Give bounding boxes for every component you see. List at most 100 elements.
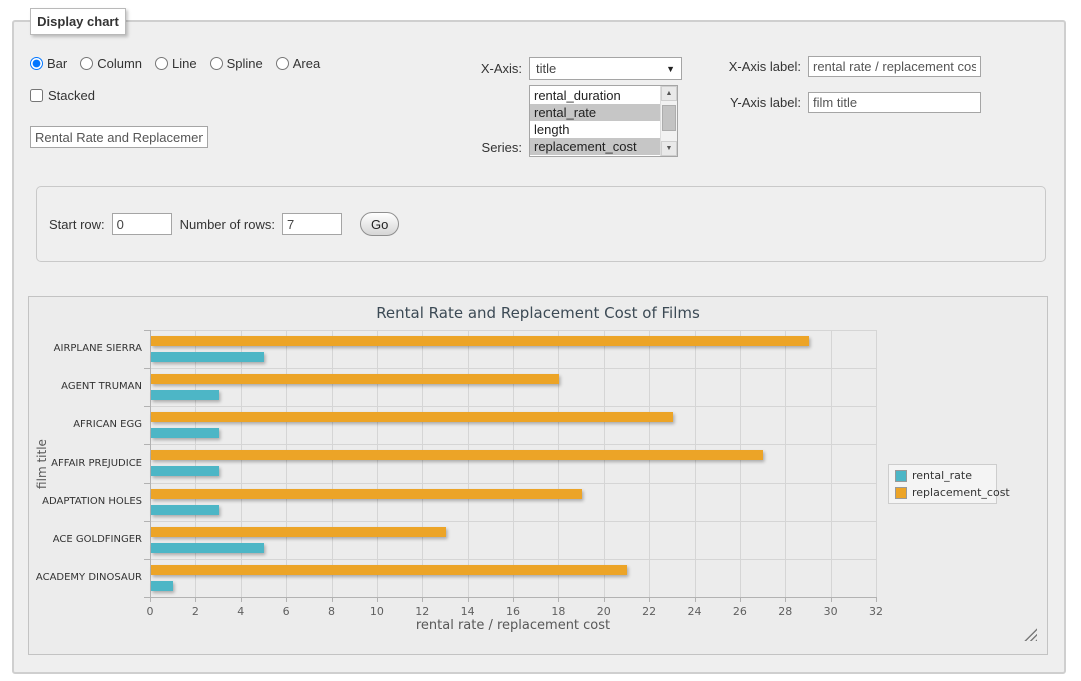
gridline-horizontal [150, 444, 876, 445]
series-multiselect[interactable]: rental_duration rental_rate length replacem… [529, 85, 678, 157]
x-tick-label: 24 [687, 605, 702, 618]
y-axis-tick [144, 368, 150, 369]
x-tick-label: 12 [415, 605, 430, 618]
radio-area[interactable] [275, 57, 289, 70]
legend-item-replacement_cost[interactable]: replacement_cost [895, 486, 1010, 499]
x-tick-label: 0 [146, 605, 154, 618]
scrollbar-thumb[interactable] [662, 105, 676, 131]
y-axis-tick [144, 406, 150, 407]
chart-type-option-area[interactable]: Area [275, 56, 321, 71]
x-axis-tick [513, 597, 514, 602]
bar-replacement_cost [151, 374, 559, 384]
gridline-horizontal [150, 330, 876, 331]
legend-item-rental_rate[interactable]: rental_rate [895, 469, 990, 482]
gridline-vertical [558, 330, 560, 597]
panel-legend: Display chart [30, 8, 126, 35]
y-axis-tick [144, 597, 150, 598]
category-label: AFFAIR PREJUDICE [51, 458, 142, 469]
bar-replacement_cost [151, 489, 582, 499]
gridline-vertical [876, 330, 877, 597]
series-label: Series: [481, 140, 522, 155]
x-tick-label: 16 [506, 605, 520, 618]
radio-line[interactable] [155, 57, 169, 70]
y-axis-label-row: Y-Axis label: [714, 92, 981, 113]
bar-replacement_cost [151, 336, 809, 346]
scroll-up-icon[interactable]: ▲ [661, 86, 677, 101]
y-axis-title: film title [35, 439, 49, 489]
category-label: AGENT TRUMAN [61, 381, 142, 392]
x-tick-label: 4 [237, 605, 245, 618]
category-label: ACADEMY DINOSAUR [35, 572, 142, 583]
series-option-rental_rate[interactable]: rental_rate [530, 104, 660, 121]
x-tick-label: 14 [460, 605, 475, 618]
bar-rental_rate [151, 581, 173, 591]
num-rows-label: Number of rows: [179, 216, 275, 232]
stacked-checkbox[interactable] [30, 89, 43, 102]
legend-label: replacement_cost [912, 486, 1010, 499]
chart-title-input[interactable] [30, 126, 208, 148]
start-row-input[interactable] [111, 213, 172, 235]
category-label: ACE GOLDFINGER [52, 534, 142, 545]
x-tick-label: 26 [732, 605, 747, 618]
radio-label: Area [292, 56, 321, 71]
gridline-vertical [739, 330, 741, 597]
x-axis-tick [195, 597, 197, 602]
x-axis-tick [558, 597, 560, 602]
category-label: AIRPLANE SIERRA [53, 343, 142, 354]
bar-rental_rate [151, 543, 264, 553]
gridline-horizontal [150, 406, 876, 407]
x-tick-label: 30 [823, 605, 838, 618]
x-tick-label: 22 [642, 605, 657, 618]
gridline-vertical [603, 330, 605, 597]
x-axis-tick [422, 597, 424, 602]
radio-column[interactable] [80, 57, 94, 70]
scroll-down-icon[interactable]: ▼ [661, 141, 677, 156]
radio-label: Bar [47, 56, 68, 71]
x-tick-label: 32 [869, 605, 883, 618]
series-option-length[interactable]: length [534, 122, 570, 137]
radio-spline[interactable] [209, 57, 223, 70]
chart-type-option-bar[interactable]: Bar [30, 56, 67, 71]
chart-type-option-line[interactable]: Line [155, 56, 197, 71]
display-chart-panel: Display chart Bar Column Line Spline Area St… [12, 8, 1066, 674]
x-tick-label: 10 [369, 605, 384, 618]
series-option-replacement_cost[interactable]: replacement_cost [530, 138, 660, 155]
chart-title: Rental Rate and Replacement Cost of Film… [376, 304, 700, 322]
y-axis-tick [144, 559, 150, 560]
bar-rental_rate [151, 428, 219, 438]
x-axis-tick [376, 597, 378, 602]
num-rows-input[interactable] [282, 213, 342, 235]
resize-handle-icon[interactable] [1024, 628, 1037, 641]
x-tick-label: 28 [778, 605, 793, 618]
x-axis-title: rental rate / replacement cost [415, 618, 611, 633]
y-axis-tick [144, 521, 150, 522]
x-axis-select[interactable]: title ▼ [529, 57, 682, 80]
x-axis-tick [830, 597, 832, 602]
bar-replacement_cost [151, 412, 673, 422]
chart-type-option-spline[interactable]: Spline [209, 56, 263, 71]
chart-type-option-column[interactable]: Column [80, 56, 142, 71]
x-tick-label: 8 [328, 605, 335, 618]
series-scrollbar[interactable]: ▲ ▼ [660, 86, 677, 156]
gridline-horizontal [150, 483, 876, 484]
series-options: rental_duration rental_rate length replacem… [530, 87, 660, 155]
series-option-rental_duration[interactable]: rental_duration [534, 88, 621, 103]
stacked-row: Stacked [30, 88, 95, 103]
category-label: AFRICAN EGG [73, 419, 142, 430]
x-axis-tick [876, 597, 877, 602]
x-axis-tick [467, 597, 469, 602]
x-axis-tick [150, 597, 151, 602]
y-axis-label-input[interactable] [808, 92, 981, 113]
bar-replacement_cost [151, 527, 446, 537]
x-axis-picker-label: X-Axis: [480, 61, 522, 76]
y-axis-label-caption: Y-Axis label: [729, 95, 801, 110]
radio-bar[interactable] [30, 57, 43, 70]
y-axis-tick [144, 330, 150, 331]
x-axis-select-value: title [536, 61, 557, 76]
gridline-vertical [830, 330, 832, 597]
y-axis-line [150, 330, 151, 597]
go-button[interactable]: Go [360, 212, 400, 236]
bar-replacement_cost [151, 450, 763, 460]
gridline-vertical [195, 330, 197, 597]
x-axis-label-input[interactable] [808, 56, 981, 77]
